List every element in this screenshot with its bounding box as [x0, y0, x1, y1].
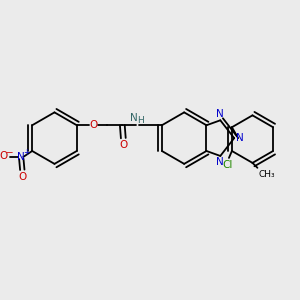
Text: −: − [5, 148, 12, 157]
Text: O: O [18, 172, 26, 182]
Text: +: + [23, 148, 29, 158]
Text: N: N [216, 157, 224, 167]
Text: N: N [236, 133, 244, 143]
Text: Cl: Cl [223, 160, 233, 170]
Text: N: N [17, 152, 25, 162]
Text: O: O [0, 151, 8, 161]
Text: O: O [89, 120, 98, 130]
Text: H: H [137, 116, 143, 125]
Text: N: N [216, 110, 224, 119]
Text: CH₃: CH₃ [258, 170, 275, 179]
Text: O: O [119, 140, 128, 150]
Text: N: N [130, 113, 138, 123]
